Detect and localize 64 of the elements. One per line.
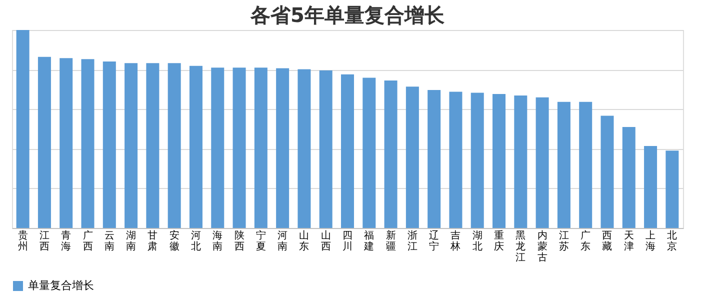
bar [124, 63, 138, 228]
x-tick-label: 云南 [104, 230, 114, 252]
x-tick-label: 天津 [624, 230, 634, 252]
bar [644, 146, 658, 228]
bar [276, 68, 290, 228]
x-tick-label: 广东 [580, 230, 591, 252]
x-tick-label: 江西 [39, 230, 50, 252]
bar [16, 30, 30, 228]
bar [232, 68, 246, 228]
x-tick-label: 新疆 [386, 230, 396, 252]
bar [600, 116, 614, 228]
bar [102, 61, 116, 228]
bar [406, 86, 419, 228]
bar [362, 78, 376, 228]
x-tick-label: 宁夏 [256, 230, 266, 252]
bar [470, 92, 484, 228]
bar [211, 68, 224, 228]
x-tick-label: 黑龙江 [516, 230, 526, 264]
bar [666, 150, 679, 228]
x-tick-label: 内蒙古 [537, 230, 548, 264]
x-tick-label: 河南 [278, 230, 288, 252]
bar [38, 56, 51, 228]
legend-label: 单量复合增长 [28, 279, 94, 292]
bar [622, 127, 636, 228]
bar [557, 102, 570, 228]
x-tick-label: 上海 [646, 230, 656, 252]
x-tick-label: 浙江 [407, 230, 418, 252]
bar [536, 97, 549, 228]
x-tick-label: 湖南 [126, 230, 136, 252]
bar [298, 69, 311, 228]
bar [168, 63, 181, 228]
x-tick-label: 河北 [190, 230, 201, 252]
x-tick-label: 重庆 [494, 230, 504, 252]
x-tick-label: 吉林 [450, 230, 461, 252]
x-tick-label: 北京 [667, 230, 678, 252]
x-tick-label: 西藏 [602, 230, 612, 252]
bar [60, 58, 73, 228]
bar [492, 94, 506, 228]
bar [428, 90, 441, 228]
bar [579, 102, 592, 228]
x-tick-label: 贵州 [18, 230, 28, 252]
x-tick-label: 山东 [299, 230, 310, 252]
x-tick-label: 青海 [61, 230, 72, 252]
x-tick-label: 湖北 [472, 230, 482, 252]
x-tick-label: 福建 [363, 230, 374, 252]
chart-title: 各省5年单量复合增长 [250, 3, 446, 27]
bar [81, 59, 94, 228]
x-tick-label: 广西 [82, 230, 93, 252]
x-tick-label: 江苏 [558, 230, 569, 252]
x-tick-label: 辽宁 [429, 230, 440, 252]
x-tick-label: 陕西 [234, 230, 244, 252]
bar [449, 92, 462, 228]
x-tick-label: 甘肃 [148, 230, 158, 252]
bar [254, 68, 268, 228]
x-tick-label: 安徽 [169, 230, 180, 252]
bar [319, 70, 332, 228]
bar [384, 80, 398, 228]
bar [189, 66, 202, 228]
bar [341, 74, 354, 228]
x-tick-label: 海南 [212, 230, 223, 252]
x-tick-label: 四川 [342, 230, 352, 252]
x-tick-label: 山西 [320, 230, 331, 252]
bar [514, 96, 528, 228]
bar [146, 63, 160, 228]
